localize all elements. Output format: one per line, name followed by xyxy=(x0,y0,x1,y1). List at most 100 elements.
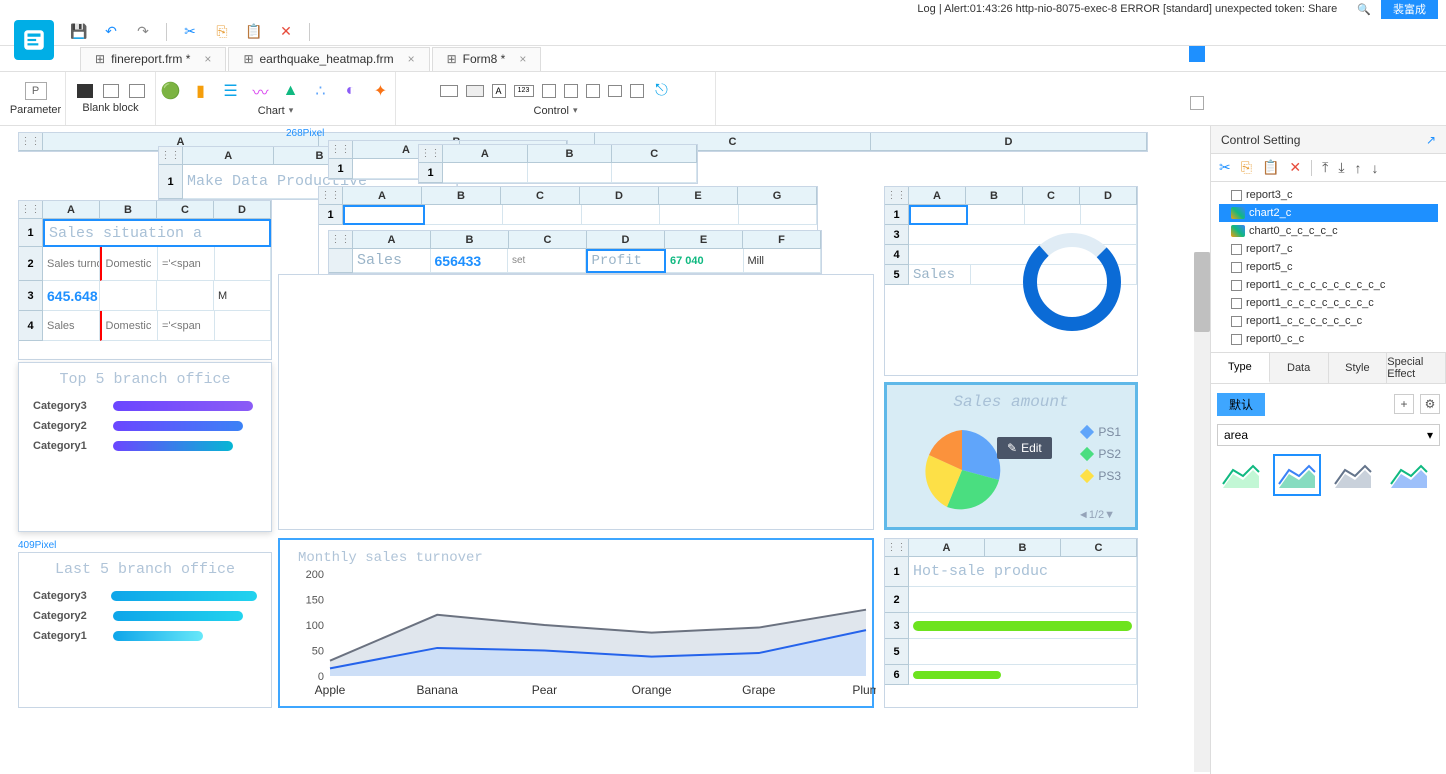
edit-button[interactable]: ✎ Edit xyxy=(997,437,1052,459)
ctrl-combo-icon[interactable] xyxy=(608,85,622,97)
rp-copy-icon[interactable]: ⎘ xyxy=(1241,159,1252,176)
blank-chart-area[interactable] xyxy=(278,274,874,530)
bar-icon[interactable]: ▮ xyxy=(191,81,211,101)
ctrl-list-icon[interactable] xyxy=(586,84,600,98)
hotsale-block[interactable]: ⋮⋮ABC 1Hot-sale produc 2 3 5 6 xyxy=(884,538,1138,708)
tree-item[interactable]: chart2_c xyxy=(1219,204,1438,222)
rp-up-icon[interactable]: ↑ xyxy=(1355,160,1362,176)
side-toggle-icon[interactable] xyxy=(1189,46,1205,62)
ctrl-tree-icon[interactable] xyxy=(630,84,644,98)
default-tab[interactable]: 默认 xyxy=(1217,393,1265,416)
cell[interactable]: 656433 xyxy=(431,249,509,273)
block-split-icon[interactable] xyxy=(103,84,119,98)
cell[interactable]: Mill xyxy=(744,249,822,273)
ring-block[interactable]: ⋮⋮ABCD 1 3 4 5Sales xyxy=(884,186,1138,376)
col-D[interactable]: D xyxy=(871,133,1147,151)
gear-button[interactable]: ⚙ xyxy=(1420,394,1440,414)
chart-thumb[interactable] xyxy=(1217,454,1265,496)
layout-icon[interactable] xyxy=(1190,96,1204,110)
search-icon[interactable]: 🔍 xyxy=(1357,3,1371,16)
tree-item[interactable]: report7_c xyxy=(1219,240,1438,258)
close-icon[interactable]: × xyxy=(519,52,526,66)
ctrl-A-icon[interactable]: A xyxy=(492,84,506,98)
ctrl-button-icon[interactable] xyxy=(466,85,484,97)
cell[interactable] xyxy=(157,281,214,311)
pager[interactable]: 1/2 xyxy=(1089,509,1104,521)
chart-thumb[interactable] xyxy=(1385,454,1433,496)
cell[interactable] xyxy=(100,281,157,311)
tree-item[interactable]: report5_c xyxy=(1219,258,1438,276)
rp-down2-icon[interactable]: ⤓ xyxy=(1338,159,1344,176)
rp-paste-icon[interactable]: 📋 xyxy=(1262,159,1279,176)
cell[interactable]: Sales xyxy=(43,311,100,341)
file-tab[interactable]: ⊞finereport.frm *× xyxy=(80,47,226,71)
add-button[interactable]: + xyxy=(1394,394,1414,414)
tree-item[interactable]: report0_c_c xyxy=(1219,330,1438,348)
ctrl-123-icon[interactable]: 123 xyxy=(514,85,534,97)
active-cell[interactable] xyxy=(343,205,425,225)
area-icon[interactable]: ▲ xyxy=(281,81,301,101)
ctrl-textbox-icon[interactable] xyxy=(440,85,458,97)
chart-chevron-icon[interactable]: ▾ xyxy=(289,105,294,116)
cell[interactable]: Domestic xyxy=(100,247,159,281)
paste-icon[interactable]: 📋 xyxy=(245,23,263,41)
parameter-icon[interactable]: P xyxy=(25,82,47,100)
copy-icon[interactable]: ⎘ xyxy=(213,23,231,41)
cell[interactable]: 645.648 xyxy=(43,281,100,311)
ctrl-grid-icon[interactable] xyxy=(542,84,556,98)
top5-panel[interactable]: Top 5 branch office Category3Category2Ca… xyxy=(18,362,272,532)
cell[interactable]: ='<span xyxy=(158,247,215,281)
line-icon[interactable]: 〰 xyxy=(251,81,271,101)
rp-down-icon[interactable]: ↓ xyxy=(1372,160,1379,176)
ctrl-more-icon[interactable]: ⎋ xyxy=(652,81,672,101)
rp-del-icon[interactable]: ✕ xyxy=(1289,159,1301,176)
control-label[interactable]: Control xyxy=(534,105,569,117)
rp-tab-type[interactable]: Type xyxy=(1211,353,1270,383)
cell[interactable]: 67 040 xyxy=(666,249,744,273)
cell[interactable] xyxy=(215,311,272,341)
rp-cut-icon[interactable]: ✂ xyxy=(1219,159,1231,176)
rp-up2-icon[interactable]: ⤒ xyxy=(1322,159,1328,176)
redo-icon[interactable]: ↷ xyxy=(134,23,152,41)
cell[interactable]: Sales xyxy=(353,249,431,273)
block-dark-icon[interactable] xyxy=(77,84,93,98)
chart-label[interactable]: Chart xyxy=(258,105,285,117)
chart-type-select[interactable]: area▾ xyxy=(1217,424,1440,446)
tree-item[interactable]: report3_c xyxy=(1219,186,1438,204)
monthly-chart[interactable]: Monthly sales turnover 200150100500Apple… xyxy=(278,538,874,708)
pie-icon[interactable]: 🟢 xyxy=(161,81,181,101)
rp-expand-icon[interactable]: ↗ xyxy=(1426,133,1436,147)
close-icon[interactable]: × xyxy=(408,52,415,66)
save-icon[interactable]: 💾 xyxy=(70,23,88,41)
file-tab[interactable]: ⊞Form8 *× xyxy=(432,47,542,71)
app-logo[interactable] xyxy=(14,20,54,60)
block-grid-icon[interactable] xyxy=(129,84,145,98)
chart-thumb[interactable] xyxy=(1273,454,1321,496)
control-chevron-icon[interactable]: ▾ xyxy=(573,105,578,116)
tree-item[interactable]: report1_c_c_c_c_c_c_c_c_c xyxy=(1219,276,1438,294)
cell[interactable] xyxy=(215,247,272,281)
rp-tab-special-effect[interactable]: Special Effect xyxy=(1387,353,1446,383)
last5-panel[interactable]: Last 5 branch office Category3Category2C… xyxy=(18,552,272,708)
rp-tab-data[interactable]: Data xyxy=(1270,353,1329,383)
sales-amount-panel[interactable]: Sales amount PS1PS2PS3 ◄1/2▼ ✎ Edit xyxy=(884,382,1138,530)
delete-icon[interactable]: ✕ xyxy=(277,23,295,41)
cell[interactable]: Profit xyxy=(586,249,667,273)
scatter-icon[interactable]: ∴ xyxy=(311,81,331,101)
user-badge[interactable]: 裴富成 xyxy=(1381,0,1438,19)
radar-icon[interactable]: ✦ xyxy=(371,81,391,101)
gauge-icon[interactable]: ◐ xyxy=(341,81,361,101)
cut-icon[interactable]: ✂ xyxy=(181,23,199,41)
cell[interactable]: ='<span xyxy=(158,311,215,341)
grid-corner[interactable]: ⋮⋮ xyxy=(19,133,43,151)
undo-icon[interactable]: ↶ xyxy=(102,23,120,41)
tree-item[interactable]: report1_c_c_c_c_c_c_c_c xyxy=(1219,294,1438,312)
cell[interactable]: M xyxy=(214,281,271,311)
close-icon[interactable]: × xyxy=(204,52,211,66)
tree-item[interactable]: chart0_c_c_c_c_c xyxy=(1219,222,1438,240)
file-tab[interactable]: ⊞earthquake_heatmap.frm× xyxy=(228,47,429,71)
rp-tab-style[interactable]: Style xyxy=(1329,353,1388,383)
hbar-icon[interactable]: ☰ xyxy=(221,81,241,101)
ctrl-cal-icon[interactable] xyxy=(564,84,578,98)
cell[interactable]: Domestic xyxy=(100,311,159,341)
